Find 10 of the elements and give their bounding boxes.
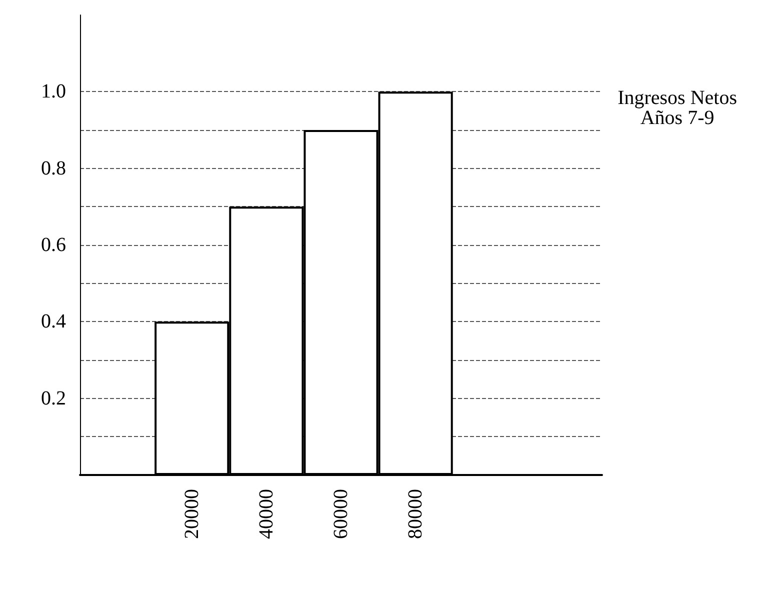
x-tick-label: 60000 [330,489,352,539]
x-tick-label: 20000 [180,489,203,539]
x-tick-label: 80000 [404,489,427,539]
text: Ingresos Netos Años 7-9 [618,87,738,129]
y-tick-label: 0.4 [41,310,66,333]
y-tick-label: 0.2 [41,387,66,410]
y-tick-label: 0.6 [41,234,66,256]
y-tick-label: 1.0 [41,80,66,103]
y-tick-label: 0.8 [41,157,66,180]
x-tick-label: 40000 [255,489,278,539]
